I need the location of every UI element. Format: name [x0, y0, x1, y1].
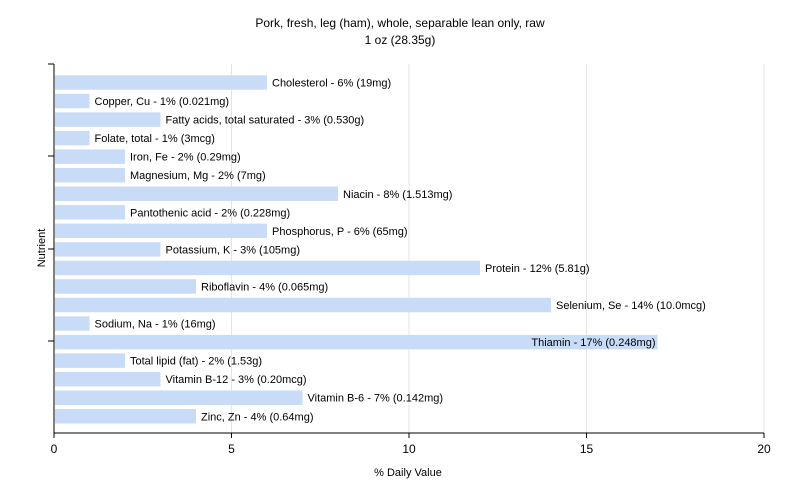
- chart-subtitle: 1 oz (28.35g): [365, 33, 436, 47]
- x-tick-label-1: 5: [228, 442, 235, 456]
- chart-title: Pork, fresh, leg (ham), whole, separable…: [255, 16, 545, 30]
- bar-1: [55, 93, 90, 109]
- bar-5: [55, 167, 125, 183]
- bar-2: [55, 112, 161, 127]
- bar-0: [55, 75, 267, 90]
- x-tick-label-3: 15: [580, 442, 594, 456]
- bar-9: [55, 242, 161, 257]
- bar-3: [55, 130, 90, 146]
- x-tick-label-0: 0: [51, 442, 58, 456]
- bars: Cholesterol - 6% (19mg) Copper, Cu - 1% (…: [55, 75, 706, 424]
- bar-label-13: Sodium, Na - 1% (16mg): [95, 319, 216, 331]
- grid-lines: [231, 64, 765, 433]
- bar-label-11: Riboflavin - 4% (0.065mg): [201, 281, 328, 293]
- bar-label-17: Vitamin B-6 - 7% (0.142mg): [308, 393, 444, 405]
- bar-label-16: Vitamin B-12 - 3% (0.20mcg): [166, 374, 307, 386]
- bar-10: [55, 260, 480, 276]
- bar-label-2: Fatty acids, total saturated - 3% (0.530…: [166, 115, 365, 127]
- bar-8: [55, 223, 267, 239]
- bar-label-8: Phosphorus, P - 6% (65mg): [272, 226, 408, 238]
- bar-label-6: Niacin - 8% (1.513mg): [343, 189, 452, 201]
- bar-label-15: Total lipid (fat) - 2% (1.53g): [130, 356, 262, 368]
- bar-6: [55, 186, 338, 201]
- bar-17: [55, 390, 303, 405]
- bar-label-7: Pantothenic acid - 2% (0.228mg): [130, 207, 290, 219]
- bar-4: [55, 149, 125, 164]
- bar-11: [55, 279, 196, 294]
- bar-label-0: Cholesterol - 6% (19mg): [272, 78, 391, 90]
- bar-label-9: Potassium, K - 3% (105mg): [166, 244, 301, 256]
- bar-label-1: Copper, Cu - 1% (0.021mg): [95, 96, 230, 108]
- x-ticks: 0 5 10 15 20: [51, 433, 771, 456]
- bar-15: [55, 353, 125, 368]
- bar-label-18: Zinc, Zn - 4% (0.64mg): [201, 411, 313, 423]
- bar-7: [55, 205, 125, 220]
- x-tick-label-2: 10: [402, 442, 416, 456]
- bar-label-12: Selenium, Se - 14% (10.0mcg): [556, 300, 706, 312]
- bar-label-10: Protein - 12% (5.81g): [485, 263, 590, 275]
- bar-14: [55, 334, 658, 350]
- y-axis-label: Nutrient: [36, 229, 48, 268]
- bar-label-14: Thiamin - 17% (0.248mg): [531, 337, 655, 349]
- bar-label-5: Magnesium, Mg - 2% (7mg): [130, 170, 266, 182]
- bar-16: [55, 371, 161, 387]
- bar-label-3: Folate, total - 1% (3mcg): [95, 133, 215, 145]
- x-tick-label-4: 20: [757, 442, 771, 456]
- x-axis-label: % Daily Value: [374, 467, 442, 479]
- bar-13: [55, 316, 90, 331]
- bar-label-4: Iron, Fe - 2% (0.29mg): [130, 152, 241, 164]
- bar-12: [55, 297, 551, 313]
- bar-18: [55, 409, 196, 424]
